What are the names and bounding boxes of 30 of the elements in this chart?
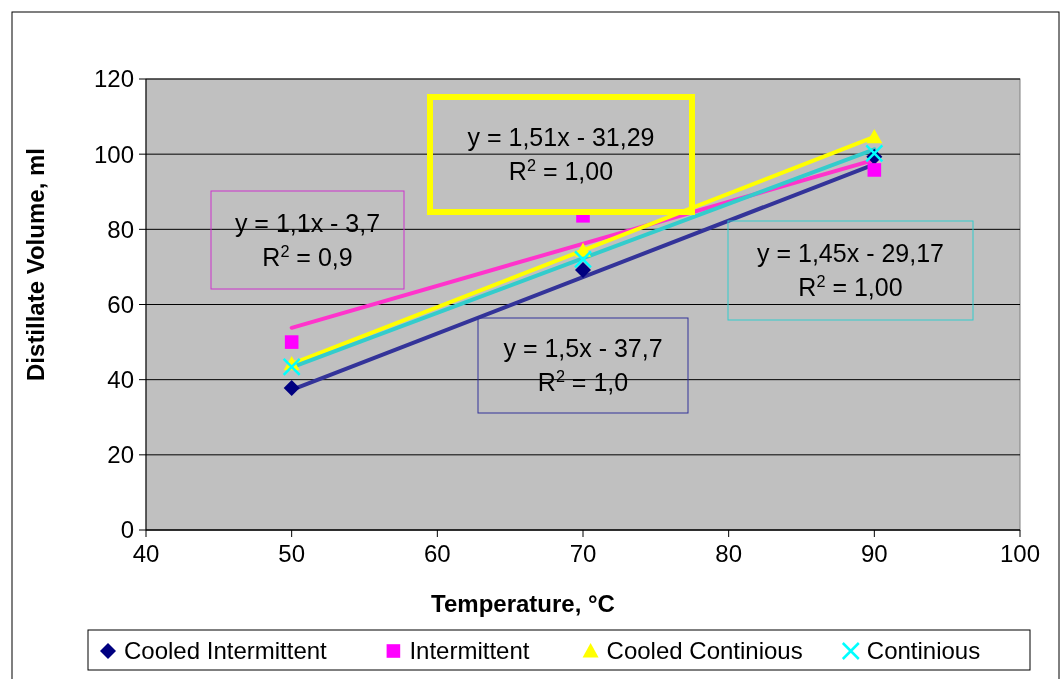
legend-label: Cooled Continious <box>606 637 803 665</box>
y-tick-label: 100 <box>93 140 134 168</box>
point <box>867 163 882 177</box>
point <box>865 144 884 163</box>
y-tick-label: 120 <box>93 65 134 93</box>
x-tick-label: 70 <box>569 540 597 567</box>
legend-label: Intermittent <box>409 637 530 665</box>
annotation: y = 1,45x - 29,17 R$^{2}$ = 1,00 <box>757 239 944 302</box>
y-tick-label: 0 <box>120 516 134 544</box>
y-axis-title: Distillate Volume, ml <box>22 148 49 381</box>
x-tick-label: 100 <box>999 540 1041 567</box>
y-tick-label: 80 <box>107 215 134 243</box>
point <box>283 379 300 396</box>
y-tick-label: 20 <box>107 441 134 469</box>
x-tick-label: 40 <box>132 540 160 567</box>
x-axis-title: Temperature, °C <box>431 590 615 617</box>
x-tick-label: 60 <box>423 540 451 567</box>
point <box>573 250 593 269</box>
y-tick-label: 60 <box>107 290 134 318</box>
point <box>866 128 883 144</box>
point <box>284 335 299 349</box>
annotation: y = 1,51x - 31,29 R$^{2}$ = 1,00 <box>467 123 655 186</box>
y-tick-label: 40 <box>107 366 134 394</box>
legend-label: Cooled Intermittent <box>124 637 328 665</box>
point <box>575 261 591 278</box>
x-tick-label: 50 <box>278 540 306 567</box>
legend-label: Continious <box>866 637 981 665</box>
x-tick-label: 80 <box>715 540 743 567</box>
x-tick-label: 90 <box>860 540 888 567</box>
point <box>282 357 301 377</box>
